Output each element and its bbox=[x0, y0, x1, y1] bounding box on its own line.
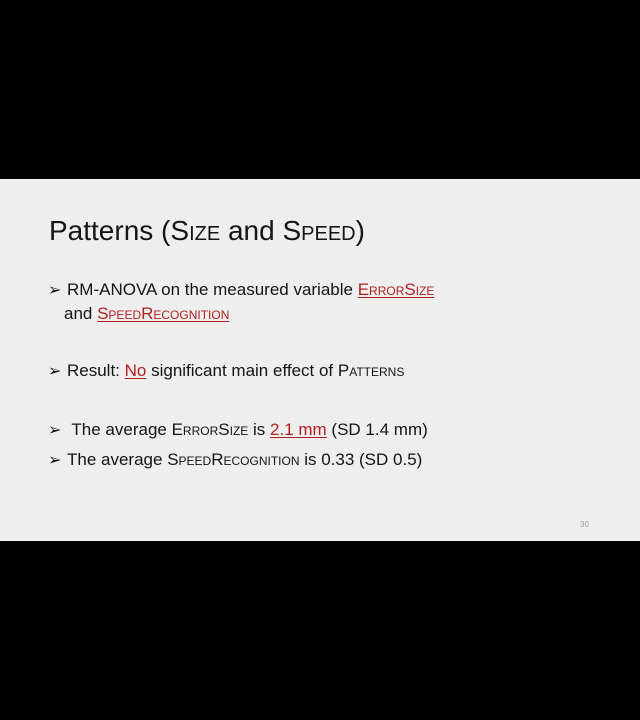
title-text-and: and bbox=[220, 215, 283, 246]
bullet-text: Result: bbox=[67, 361, 125, 380]
bullet-text: is 0.33 (SD 0.5) bbox=[299, 450, 423, 469]
presentation-slide: Patterns (Size and Speed) ➢ RM-ANOVA on t… bbox=[0, 179, 640, 541]
title-text: Patterns ( bbox=[49, 215, 171, 246]
page-number: 30 bbox=[580, 520, 589, 529]
bullet-average-errorsize: ➢ The average ErrorSize is 2.1 mm (SD 1.… bbox=[48, 418, 428, 442]
arrow-bullet-icon: ➢ bbox=[48, 452, 62, 469]
title-speed-word: Speed bbox=[282, 215, 356, 246]
bullet-line: ➢ RM-ANOVA on the measured variable Error… bbox=[48, 278, 434, 302]
slide-title: Patterns (Size and Speed) bbox=[49, 213, 365, 249]
bullet-text: (SD 1.4 mm) bbox=[326, 420, 428, 439]
bullet-continuation: and SpeedRecognition bbox=[48, 302, 434, 325]
patterns-term: Patterns bbox=[337, 361, 405, 380]
no-link[interactable]: No bbox=[124, 361, 147, 380]
bullet-text: RM-ANOVA on the measured variable bbox=[67, 280, 358, 299]
bullet-text: The average bbox=[67, 450, 168, 469]
bullet-rm-anova: ➢ RM-ANOVA on the measured variable Error… bbox=[48, 278, 434, 325]
title-size-word: Size bbox=[170, 215, 221, 246]
bullet-text: and bbox=[64, 304, 98, 323]
errorsize-term: ErrorSize bbox=[171, 420, 249, 439]
title-close-paren: ) bbox=[355, 215, 365, 246]
speedrecognition-term: SpeedRecognition bbox=[167, 450, 300, 469]
bullet-result: ➢ Result: No significant main effect of P… bbox=[48, 359, 404, 383]
bullet-text: is bbox=[248, 420, 271, 439]
errorsize-link[interactable]: ErrorSize bbox=[357, 280, 435, 299]
bullet-text: significant main effect of bbox=[146, 361, 338, 380]
bullet-average-speedrecognition: ➢ The average SpeedRecognition is 0.33 (S… bbox=[48, 448, 422, 472]
arrow-bullet-icon: ➢ bbox=[48, 363, 62, 380]
bullet-text: The average bbox=[67, 420, 172, 439]
arrow-bullet-icon: ➢ bbox=[48, 422, 62, 439]
speedrecognition-link[interactable]: SpeedRecognition bbox=[97, 304, 230, 323]
arrow-bullet-icon: ➢ bbox=[48, 282, 62, 299]
value-link[interactable]: 2.1 mm bbox=[270, 420, 327, 439]
